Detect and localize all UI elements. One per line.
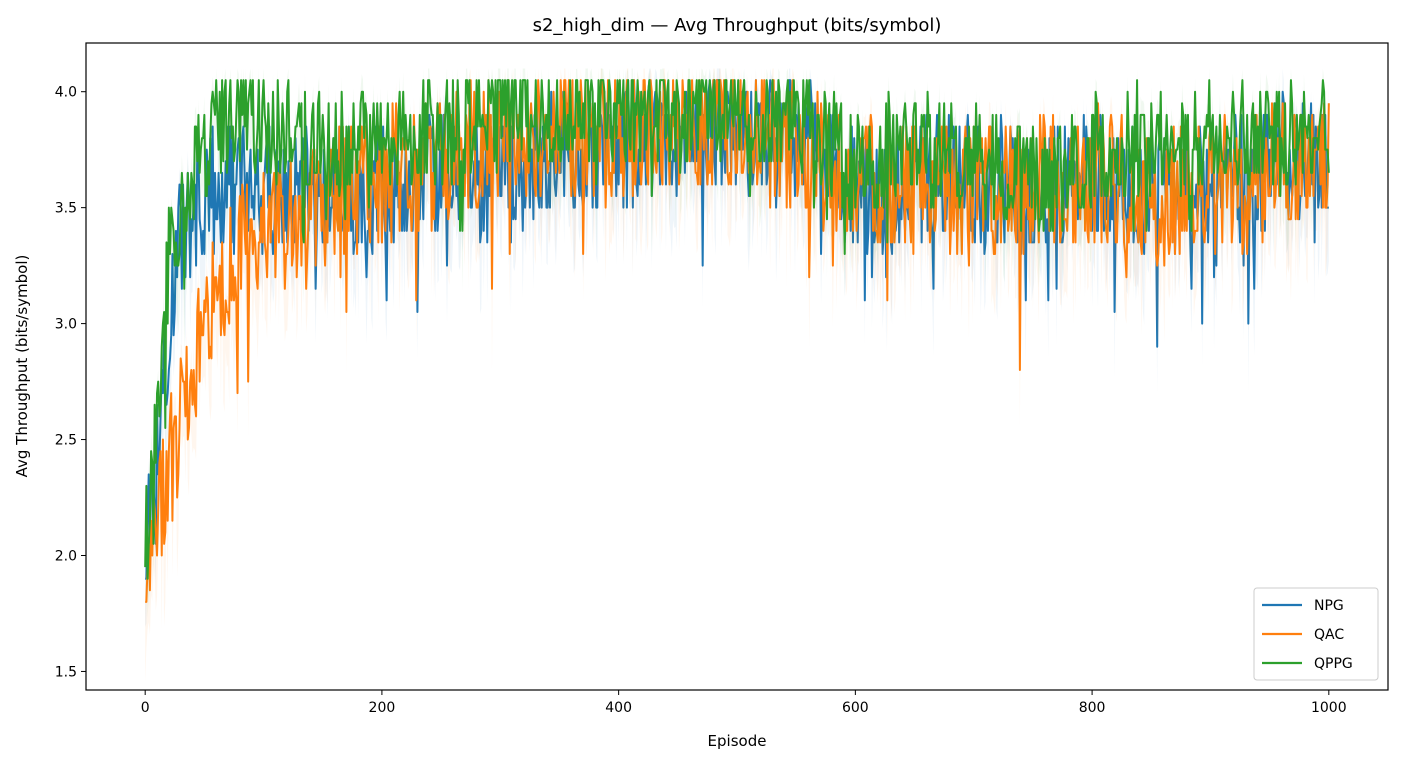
series-band xyxy=(145,68,1329,624)
series-layer xyxy=(144,68,1330,683)
x-axis-label: Episode xyxy=(708,732,767,750)
y-tick-label: 1.5 xyxy=(55,664,77,680)
x-axis: 0 200 400 600 800 1000 xyxy=(141,690,1347,716)
legend-label: NPG xyxy=(1314,598,1344,614)
x-tick-label: 0 xyxy=(141,700,150,716)
legend-label: QAC xyxy=(1314,627,1344,643)
series-line xyxy=(144,79,1330,580)
legend-box xyxy=(1253,587,1379,681)
y-tick-label: 3.0 xyxy=(55,317,77,333)
legend: NPG QAC QPPG xyxy=(1253,587,1379,681)
y-axis-label: Avg Throughput (bits/symbol) xyxy=(13,255,31,478)
x-tick-label: 200 xyxy=(369,700,396,716)
x-tick-label: 600 xyxy=(842,700,869,716)
y-axis: 1.5 2.0 2.5 3.0 3.5 4.0 xyxy=(55,85,86,680)
x-tick-label: 400 xyxy=(605,700,632,716)
y-tick-label: 2.5 xyxy=(55,433,77,449)
x-tick-label: 800 xyxy=(1079,700,1106,716)
legend-label: QPPG xyxy=(1314,656,1353,672)
plot-frame xyxy=(85,42,1389,691)
x-tick-label: 1000 xyxy=(1311,700,1347,716)
series-qppg xyxy=(144,68,1330,624)
y-tick-label: 2.0 xyxy=(55,548,77,564)
y-tick-label: 3.5 xyxy=(55,201,77,217)
y-tick-label: 4.0 xyxy=(55,85,77,101)
chart-title: s2_high_dim — Avg Throughput (bits/symbo… xyxy=(533,15,942,36)
